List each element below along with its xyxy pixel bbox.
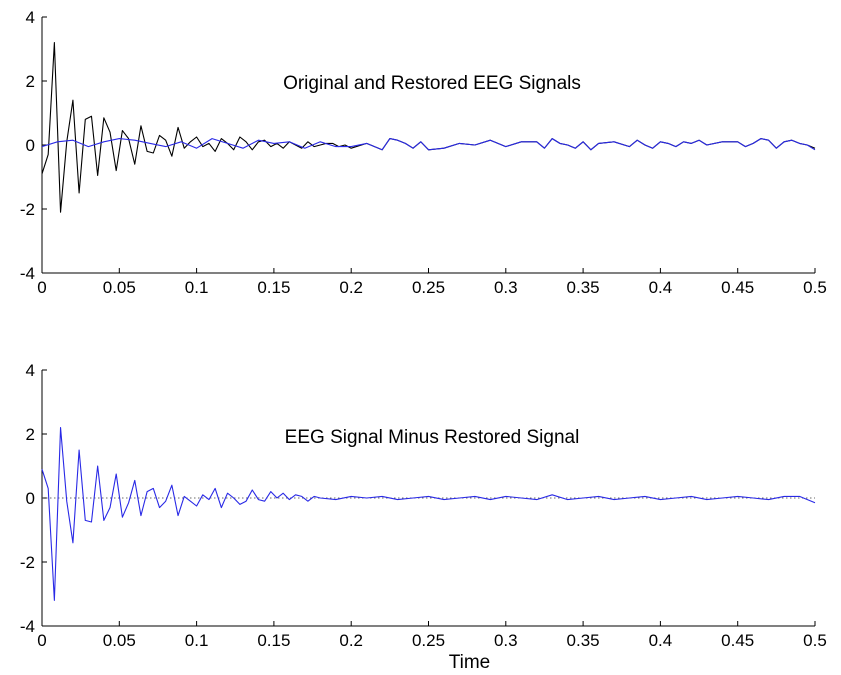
y-tick-label: -2	[20, 200, 35, 219]
y-tick-label: -2	[20, 553, 35, 572]
series-line-1	[41, 427, 816, 601]
x-tick-label: 0.05	[103, 278, 136, 297]
x-tick-label: 0.2	[339, 278, 363, 297]
x-tick-label: 0.4	[649, 631, 673, 650]
y-tick-label: 4	[26, 8, 35, 27]
x-tick-label: 0.1	[185, 278, 209, 297]
y-tick-label: 2	[26, 72, 35, 91]
top-subplot: 0 0.05 0.1 0.15 0.2 0.25 0.3 0.35 0.4 0.45 0.5 -4 -2…	[20, 8, 827, 297]
x-tick-label: 0.15	[257, 278, 290, 297]
x-tick-label: 0.4	[649, 278, 673, 297]
x-tick-label: 0.35	[567, 278, 600, 297]
plot-title: Original and Restored EEG Signals	[283, 73, 581, 94]
y-tick-label: 2	[26, 425, 35, 444]
x-axis-title: Time	[449, 652, 491, 673]
x-tick-label: 0.5	[803, 278, 827, 297]
x-tick-label: 0.3	[494, 278, 518, 297]
y-tick-label: 0	[26, 136, 35, 155]
x-tick-label: 0.45	[721, 278, 754, 297]
bottom-subplot: 0 0.05 0.1 0.15 0.2 0.25 0.3 0.35 0.4 0.45 0.5 -4 -2…	[20, 361, 827, 673]
series-line-2	[41, 138, 816, 151]
x-tick-label: 0.2	[339, 631, 363, 650]
x-tick-label: 0.1	[185, 631, 209, 650]
x-tick-label: 0.25	[412, 631, 445, 650]
x-tick-label: 0	[37, 278, 46, 297]
x-tick-label: 0.15	[257, 631, 290, 650]
y-tick-label: -4	[20, 264, 35, 283]
y-tick-label: -4	[20, 617, 35, 636]
x-tick-label: 0.35	[567, 631, 600, 650]
y-tick-label: 0	[26, 489, 35, 508]
x-tick-label: 0.45	[721, 631, 754, 650]
y-tick-label: 4	[26, 361, 35, 380]
series-line-1	[41, 42, 816, 213]
x-tick-label: 0.05	[103, 631, 136, 650]
x-tick-label: 0.25	[412, 278, 445, 297]
x-tick-label: 0.5	[803, 631, 827, 650]
x-tick-label: 0	[37, 631, 46, 650]
x-tick-label: 0.3	[494, 631, 518, 650]
plot-title: EEG Signal Minus Restored Signal	[285, 427, 580, 448]
